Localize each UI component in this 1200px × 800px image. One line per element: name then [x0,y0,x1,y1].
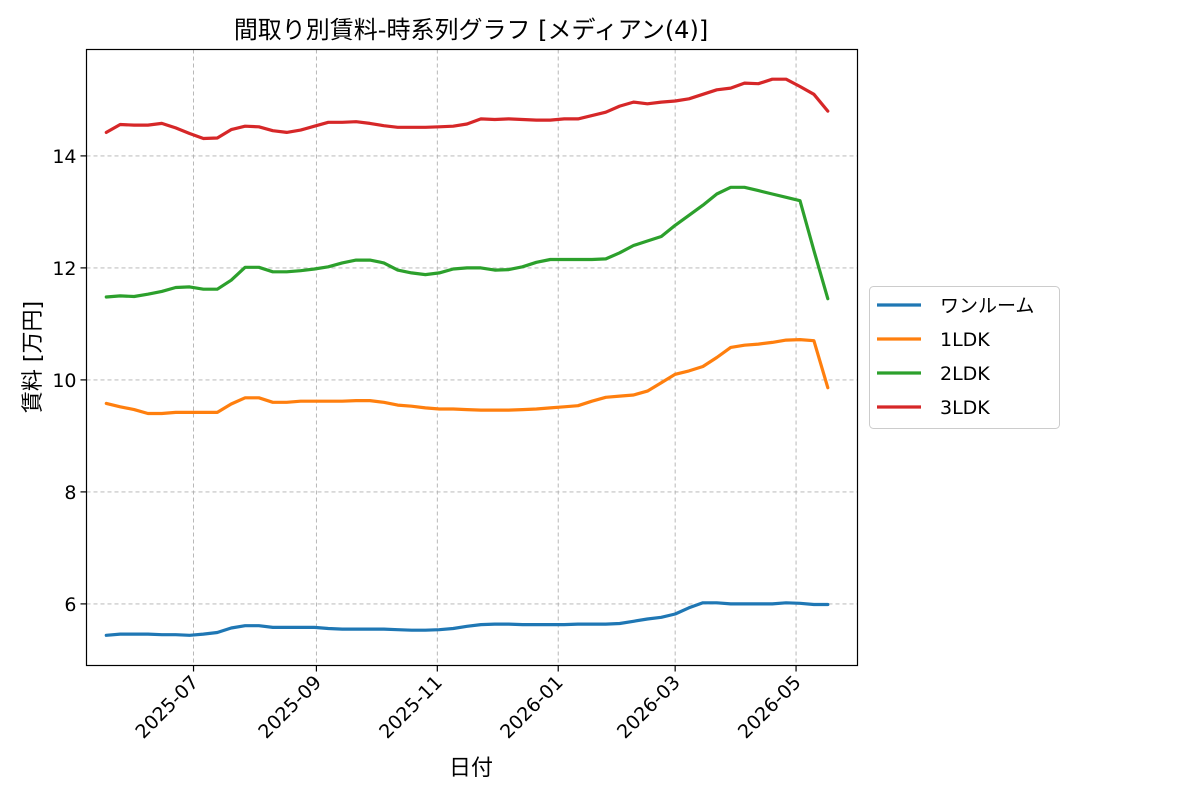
x-tick-label: 2026-05 [734,671,806,743]
y-tick-label: 14 [52,146,76,168]
x-tick-label: 2026-03 [613,671,685,743]
y-tick-label: 10 [52,370,76,392]
y-tick-label: 12 [52,258,76,280]
x-tick-label: 2025-11 [375,671,447,743]
legend: ワンルーム 1LDK 2LDK 3LDK [869,286,1060,429]
x-tick-label: 2025-09 [254,671,326,743]
x-tick-label: 2026-01 [496,671,568,743]
series-line-0 [104,601,830,637]
legend-label: 2LDK [940,363,990,385]
legend-label: ワンルーム [940,295,1034,317]
legend-label: 3LDK [940,397,990,419]
x-tick-label: 2025-07 [131,671,203,743]
x-axis: 2025-07 2025-09 2025-11 2026-01 2026-03 2026-… [131,665,806,743]
legend-frame [869,286,1060,429]
series-line-3 [104,77,830,141]
y-axis: 6 8 10 12 14 [52,146,87,616]
plot-frame [85,48,859,667]
y-tick-label: 6 [64,594,76,616]
grid [86,49,858,666]
chart-title: 間取り別賃料-時系列グラフ [メディアン(4)] [234,16,708,44]
plot-area-series [104,77,830,637]
y-tick-label: 8 [64,482,76,504]
x-axis-label: 日付 [449,756,493,781]
y-axis-label: 賃料 [万円] [21,301,46,413]
legend-label: 1LDK [940,329,990,351]
series-line-2 [104,185,830,301]
series-line-1 [104,338,830,416]
